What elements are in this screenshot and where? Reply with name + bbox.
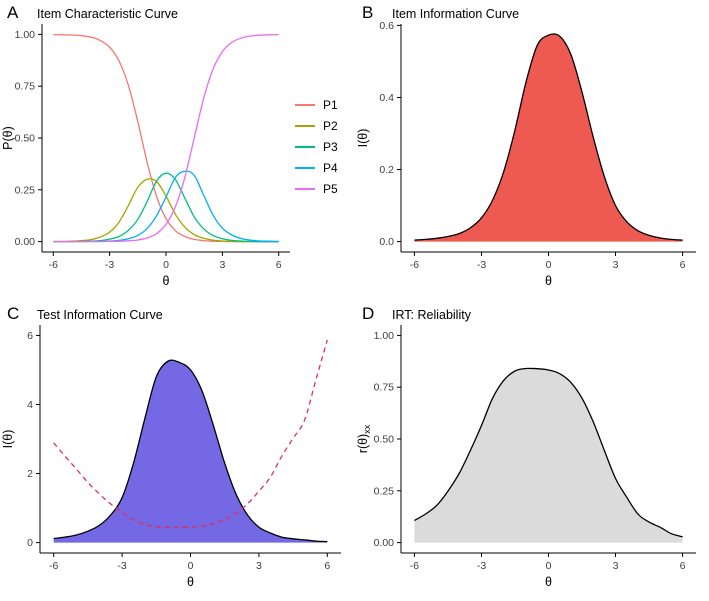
x-axis-label: θ bbox=[545, 575, 552, 589]
panel-tag-b: B bbox=[362, 3, 374, 22]
x-tick-label: 3 bbox=[256, 560, 262, 572]
x-tick-label: -6 bbox=[410, 560, 419, 572]
x-tick-label: -3 bbox=[477, 259, 486, 271]
y-tick-label: 1.00 bbox=[15, 29, 36, 41]
y-axis-label: r(θ)xx bbox=[356, 424, 372, 453]
legend-item-P2: P2 bbox=[295, 118, 338, 134]
tic-plot: -6 -3 0 3 6 0 2 4 6 θ I(θ) bbox=[1, 325, 341, 589]
legend-line-key bbox=[295, 125, 315, 127]
y-tick-label: 4 bbox=[27, 399, 33, 411]
iic-plot: -6 -3 0 3 6 0.0 0.2 0.4 0.6 θ I(θ) bbox=[356, 20, 696, 288]
panel-tag-a: A bbox=[7, 3, 19, 22]
legend-label: P4 bbox=[323, 161, 338, 175]
legend-item-P4: P4 bbox=[295, 160, 338, 176]
x-tick-label: -3 bbox=[117, 560, 126, 572]
x-tick-label: -3 bbox=[477, 560, 486, 572]
line-icc-p3 bbox=[53, 172, 279, 243]
y-tick-label: 0.00 bbox=[15, 236, 36, 248]
x-tick-label: 0 bbox=[546, 259, 552, 271]
y-axis-label: I(θ) bbox=[356, 129, 370, 148]
line-icc-p2 bbox=[53, 178, 279, 243]
panel-c-test-information-curve: -6 -3 0 3 6 0 2 4 6 θ I(θ) C Test Information Curv… bbox=[0, 301, 354, 601]
x-tick-label: 6 bbox=[276, 259, 282, 271]
line-test-information bbox=[53, 359, 328, 543]
x-tick-label: -6 bbox=[410, 259, 419, 271]
line-reliability bbox=[414, 367, 683, 538]
x-tick-label: -3 bbox=[105, 259, 114, 271]
y-tick-label: 0.75 bbox=[374, 382, 395, 394]
panel-a-item-characteristic-curve: -6 -3 0 3 6 0.00 0.25 0.50 0.75 1.00 θ P(θ) A Item … bbox=[0, 0, 354, 300]
legend-label: P5 bbox=[323, 182, 338, 196]
legend-line-key bbox=[295, 188, 315, 190]
line-standard-error bbox=[53, 339, 328, 529]
legend-label: P2 bbox=[323, 119, 338, 133]
reliability-plot: -6 -3 0 3 6 0.00 0.25 0.50 0.75 1.00 θ r(θ)xx bbox=[356, 325, 696, 589]
area-reliability bbox=[414, 368, 683, 543]
panel-title-d: IRT: Reliability bbox=[392, 308, 471, 322]
x-tick-label: 6 bbox=[324, 560, 330, 572]
legend-line-key bbox=[295, 104, 315, 106]
y-tick-label: 0.50 bbox=[15, 133, 36, 145]
legend-item-P5: P5 bbox=[295, 181, 338, 197]
legend-label: P3 bbox=[323, 140, 338, 154]
y-tick-label: 2 bbox=[27, 468, 33, 480]
x-tick-label: 3 bbox=[219, 259, 225, 271]
line-icc-p4 bbox=[53, 170, 279, 243]
y-tick-label: 0 bbox=[27, 537, 33, 549]
y-tick-label: 0.4 bbox=[379, 92, 394, 104]
x-tick-label: -6 bbox=[49, 560, 58, 572]
area-test-information bbox=[53, 360, 328, 543]
line-icc-p1 bbox=[53, 33, 279, 243]
panel-tag-d: D bbox=[362, 304, 375, 323]
x-axis-label: θ bbox=[187, 575, 194, 589]
legend-item-P3: P3 bbox=[295, 139, 338, 155]
line-item-information bbox=[414, 33, 683, 241]
y-axis-label: I(θ) bbox=[1, 430, 15, 449]
icc-legend: P1 P2 P3 P4 P5 bbox=[295, 97, 338, 197]
y-tick-label: 0.00 bbox=[374, 537, 395, 549]
x-tick-label: 6 bbox=[680, 259, 686, 271]
y-tick-label: 0.50 bbox=[374, 434, 395, 446]
y-tick-label: 0.0 bbox=[379, 236, 394, 248]
x-tick-label: 3 bbox=[613, 259, 619, 271]
x-tick-label: 0 bbox=[163, 259, 169, 271]
panel-tag-c: C bbox=[7, 304, 20, 323]
x-tick-label: 0 bbox=[546, 560, 552, 572]
y-tick-label: 0.75 bbox=[15, 81, 36, 93]
y-tick-label: 6 bbox=[27, 330, 33, 342]
y-axis-label: P(θ) bbox=[1, 126, 15, 150]
panel-d-irt-reliability: -6 -3 0 3 6 0.00 0.25 0.50 0.75 1.00 θ r(θ)xx D IRT… bbox=[355, 301, 709, 601]
x-axis-label: θ bbox=[545, 274, 552, 288]
x-tick-label: 0 bbox=[188, 560, 194, 572]
legend-line-key bbox=[295, 167, 315, 169]
panel-title-b: Item Information Curve bbox=[392, 7, 520, 21]
line-icc-p5 bbox=[53, 33, 279, 243]
icc-plot: -6 -3 0 3 6 0.00 0.25 0.50 0.75 1.00 θ P(θ) bbox=[1, 24, 290, 288]
panel-title-a: Item Characteristic Curve bbox=[37, 7, 179, 21]
legend-line-key bbox=[295, 146, 315, 148]
y-tick-label: 0.2 bbox=[379, 164, 394, 176]
x-tick-label: -6 bbox=[49, 259, 58, 271]
legend-item-P1: P1 bbox=[295, 97, 338, 113]
y-tick-label: 0.6 bbox=[379, 20, 394, 32]
y-tick-label: 1.00 bbox=[374, 330, 395, 342]
y-tick-label: 0.25 bbox=[15, 184, 36, 196]
x-tick-label: 3 bbox=[613, 560, 619, 572]
legend-label: P1 bbox=[323, 98, 338, 112]
x-tick-label: 6 bbox=[680, 560, 686, 572]
panel-b-item-information-curve: -6 -3 0 3 6 0.0 0.2 0.4 0.6 θ I(θ) B Item Informat… bbox=[355, 0, 709, 300]
x-axis-label: θ bbox=[163, 274, 170, 288]
panel-title-c: Test Information Curve bbox=[37, 308, 163, 322]
area-item-information bbox=[414, 33, 683, 242]
y-tick-label: 0.25 bbox=[374, 485, 395, 497]
